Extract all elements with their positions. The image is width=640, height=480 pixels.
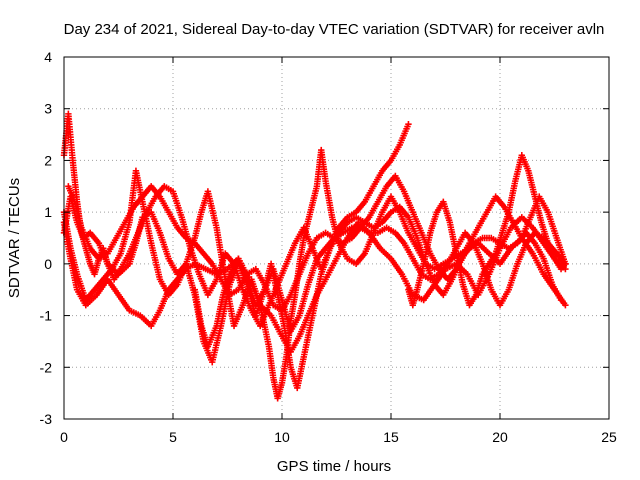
x-axis-label: GPS time / hours bbox=[277, 458, 391, 475]
y-tick-label: 0 bbox=[44, 256, 52, 272]
x-tick-label: 5 bbox=[169, 429, 177, 445]
x-tick-label: 10 bbox=[274, 429, 290, 445]
y-tick-label: 3 bbox=[44, 101, 52, 117]
y-tick-label: -3 bbox=[40, 411, 53, 427]
series-trace-7 bbox=[405, 152, 569, 309]
data-point bbox=[557, 296, 565, 304]
y-axis-label: SDTVAR / TECUs bbox=[6, 178, 23, 298]
y-tick-label: 2 bbox=[44, 152, 52, 168]
data-point bbox=[405, 121, 412, 128]
y-tick-label: -1 bbox=[40, 308, 53, 324]
x-tick-label: 0 bbox=[60, 429, 68, 445]
x-tick-label: 20 bbox=[492, 429, 508, 445]
data-points bbox=[60, 110, 569, 402]
axis-ticks: 0 5 10 15 20 25 -3 -2 -1 0 1 2 3 4 bbox=[40, 49, 617, 445]
y-tick-label: 4 bbox=[44, 49, 52, 65]
y-tick-label: -2 bbox=[40, 359, 53, 375]
data-point bbox=[562, 302, 569, 309]
y-tick-label: 1 bbox=[44, 204, 52, 220]
chart-title: Day 234 of 2021, Sidereal Day-to-day VTE… bbox=[64, 21, 605, 38]
data-point bbox=[562, 260, 569, 268]
plot-frame bbox=[63, 56, 610, 420]
x-tick-label: 15 bbox=[383, 429, 399, 445]
x-tick-label: 25 bbox=[601, 429, 617, 445]
